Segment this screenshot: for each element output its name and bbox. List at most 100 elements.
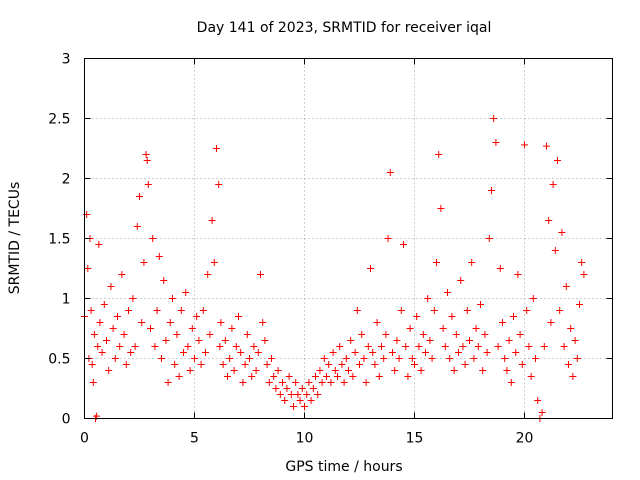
x-axis-label: GPS time / hours: [285, 459, 402, 475]
data-point: [142, 151, 150, 158]
data-point: [386, 169, 394, 176]
data-point: [466, 337, 473, 344]
data-point: [120, 331, 128, 338]
data-point: [391, 367, 399, 374]
data-point: [507, 379, 515, 386]
data-point: [547, 319, 555, 326]
data-point: [208, 217, 216, 224]
data-point: [576, 301, 583, 308]
data-point: [298, 385, 306, 392]
data-point: [84, 265, 92, 272]
data-point: [540, 343, 548, 350]
data-point: [373, 319, 381, 326]
data-point: [193, 313, 201, 320]
data-point: [496, 265, 504, 272]
data-point: [573, 355, 581, 362]
data-point: [107, 283, 115, 290]
data-point: [534, 397, 542, 404]
data-point: [481, 331, 489, 338]
data-point: [294, 391, 302, 398]
data-point: [411, 361, 418, 368]
data-point: [140, 259, 148, 266]
data-point: [518, 361, 526, 368]
data-point: [430, 307, 438, 314]
data-point: [565, 361, 572, 368]
data-point: [422, 349, 429, 356]
data-point: [580, 271, 588, 278]
data-point: [485, 235, 493, 242]
data-point: [457, 277, 465, 284]
data-point: [441, 343, 449, 350]
data-point: [525, 343, 533, 350]
data-point: [488, 187, 495, 194]
data-point: [243, 331, 251, 338]
data-point: [463, 307, 471, 314]
data-point: [88, 361, 96, 368]
data-point: [127, 349, 135, 356]
data-point: [455, 349, 462, 356]
data-point: [226, 355, 234, 362]
data-point: [419, 331, 427, 338]
data-point: [472, 325, 480, 332]
data-point: [171, 361, 179, 368]
grid: [84, 58, 613, 419]
data-point: [527, 373, 535, 380]
x-tick-label: 10: [296, 431, 314, 447]
data-point: [210, 259, 218, 266]
x-tick-label: 20: [516, 431, 534, 447]
data-point: [444, 289, 451, 296]
data-point: [116, 343, 124, 350]
data-point: [499, 319, 506, 326]
data-point: [276, 391, 284, 398]
data-point: [415, 343, 423, 350]
data-point: [331, 367, 339, 374]
data-point: [259, 319, 267, 326]
data-point: [510, 313, 517, 320]
data-point: [514, 271, 522, 278]
data-point: [406, 325, 414, 332]
data-point: [340, 379, 348, 386]
data-point: [459, 343, 467, 350]
data-point: [512, 349, 520, 356]
data-point: [98, 349, 106, 356]
data-point: [230, 367, 238, 374]
data-point: [95, 241, 103, 248]
data-point: [279, 379, 286, 386]
data-point: [195, 337, 203, 344]
data-point: [252, 367, 260, 374]
data-point: [479, 367, 487, 374]
data-point: [545, 217, 553, 224]
data-point: [323, 373, 330, 380]
data-point: [309, 385, 317, 392]
data-point: [312, 373, 319, 380]
data-point: [554, 157, 561, 164]
data-point: [164, 379, 172, 386]
y-axis-label: SRMTID / TECUs: [7, 182, 23, 295]
data-point: [349, 373, 357, 380]
data-point: [144, 181, 152, 188]
data-point: [345, 367, 352, 374]
data-point: [400, 241, 407, 248]
y-axis-ticks: 0 0.5 1 1.5 2 2.5 3: [48, 52, 613, 428]
data-point: [556, 307, 564, 314]
data-point: [228, 325, 236, 332]
data-point: [206, 331, 214, 338]
data-point: [100, 301, 108, 308]
data-point: [158, 355, 165, 362]
data-point: [263, 361, 271, 368]
data-point: [261, 337, 269, 344]
data-point: [149, 235, 157, 242]
data-point: [461, 361, 469, 368]
data-point: [216, 343, 224, 350]
data-point: [162, 337, 170, 344]
data-point: [450, 367, 458, 374]
data-point: [131, 343, 139, 350]
data-point: [270, 373, 278, 380]
data-point: [378, 343, 385, 350]
data-point: [105, 367, 113, 374]
chart-title: Day 141 of 2023, SRMTID for receiver iqa…: [197, 20, 492, 36]
data-point: [133, 223, 141, 230]
data-point: [439, 325, 447, 332]
data-point: [177, 307, 185, 314]
